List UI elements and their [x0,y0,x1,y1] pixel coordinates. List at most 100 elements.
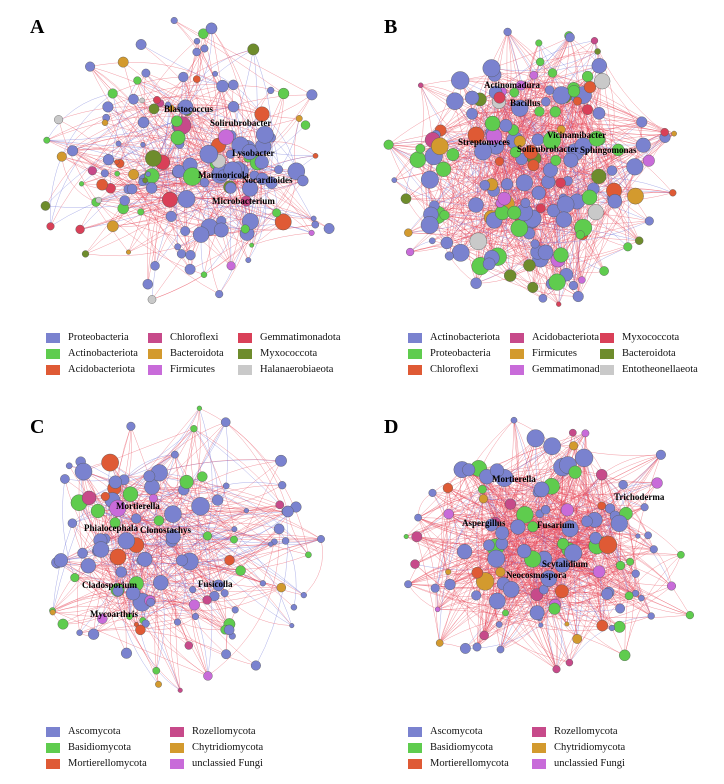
legend-swatch [46,726,60,737]
network-node [595,468,608,481]
node-label: Clonostachys [140,525,192,535]
network-node [273,523,285,535]
network-node [241,144,258,160]
network-node [565,32,575,43]
panel-b: B Actinomadura Bacillus Vicinamibacter Stre… [362,0,724,392]
positive-edge [437,513,451,610]
negative-edge [140,44,223,87]
positive-edge [476,595,556,606]
network-node [56,151,67,162]
positive-edge [498,81,591,103]
network-node [420,216,439,234]
legend-swatch [238,332,252,343]
negative-edge [428,156,448,244]
network-node [295,115,303,122]
network-node [591,168,607,185]
negative-edge [49,93,113,227]
negative-edge [274,538,322,545]
positive-edge [160,543,271,583]
network-node [220,589,229,598]
legend-label: Mortierellomycota [68,758,147,769]
network-node [165,529,181,545]
legend-label: Actinobacteriota [430,332,500,343]
positive-edge [143,73,187,200]
network-node [636,116,648,128]
network-node [529,605,545,621]
legend-item: Ascomycota [408,726,483,737]
network-node [323,223,335,234]
network-node [112,585,124,597]
legend-swatch [46,758,60,769]
edges [406,419,691,670]
network-node [543,437,561,455]
network-node [435,161,452,177]
network-node [185,250,196,261]
positive-edge [417,489,483,518]
negative-edge [475,134,526,204]
positive-edge [416,536,544,590]
positive-edge [420,85,433,180]
network-node [582,70,594,83]
network-node [581,189,598,206]
network-node [563,152,579,168]
positive-edge [519,108,578,286]
network-node [513,135,526,148]
negative-edge [542,246,628,299]
network-node [275,500,285,510]
network-node [446,92,464,110]
legend-item: unclassied Fungi [170,758,263,769]
network-node [202,595,212,605]
positive-edge [72,150,232,266]
network-node [509,87,520,98]
network-node [554,557,570,573]
network-node [177,190,196,208]
legend-swatch [600,348,614,359]
network-node [471,566,484,579]
network-node [474,142,492,161]
nodes [403,416,695,674]
network-node [267,86,275,95]
network-node [635,137,651,153]
node-label: Streptomyces [458,137,510,147]
network-node [466,108,478,120]
network-node [489,592,506,610]
network-node [430,583,440,593]
positive-edge [461,469,479,573]
network-node [383,139,394,150]
network-node [568,280,579,291]
node-label: Solirubrobacter [517,144,578,154]
positive-edge [303,538,323,596]
positive-edge [476,550,525,648]
positive-edge [408,583,537,595]
network-node [564,544,583,562]
network-node [200,44,209,53]
network-node [205,22,218,35]
network-node [495,525,510,540]
positive-edge [491,95,578,259]
positive-edge [56,562,159,685]
positive-edge [537,139,636,197]
legend-label: Chytridiomycota [554,742,626,753]
network-node [533,481,550,498]
network-node [281,537,290,545]
negative-edge [567,121,642,182]
negative-edge [230,187,232,266]
network-node [607,194,623,209]
node-label: Vicinamibacter [547,130,606,140]
positive-edge [394,91,503,181]
network-node [565,658,574,667]
node-label: Fusarium [537,520,575,530]
legend-label: Firmicutes [170,364,215,375]
node-label: Phialocephala [84,523,139,533]
legend-swatch [600,332,614,343]
network-node [667,581,677,591]
network-node [618,479,628,490]
network-node [594,73,611,90]
network-node [541,96,551,107]
positive-edge [154,506,201,685]
network-node [484,115,501,132]
network-node [142,177,148,184]
network-node [599,266,609,276]
legend-swatch [408,348,422,359]
positive-edge [488,454,662,546]
